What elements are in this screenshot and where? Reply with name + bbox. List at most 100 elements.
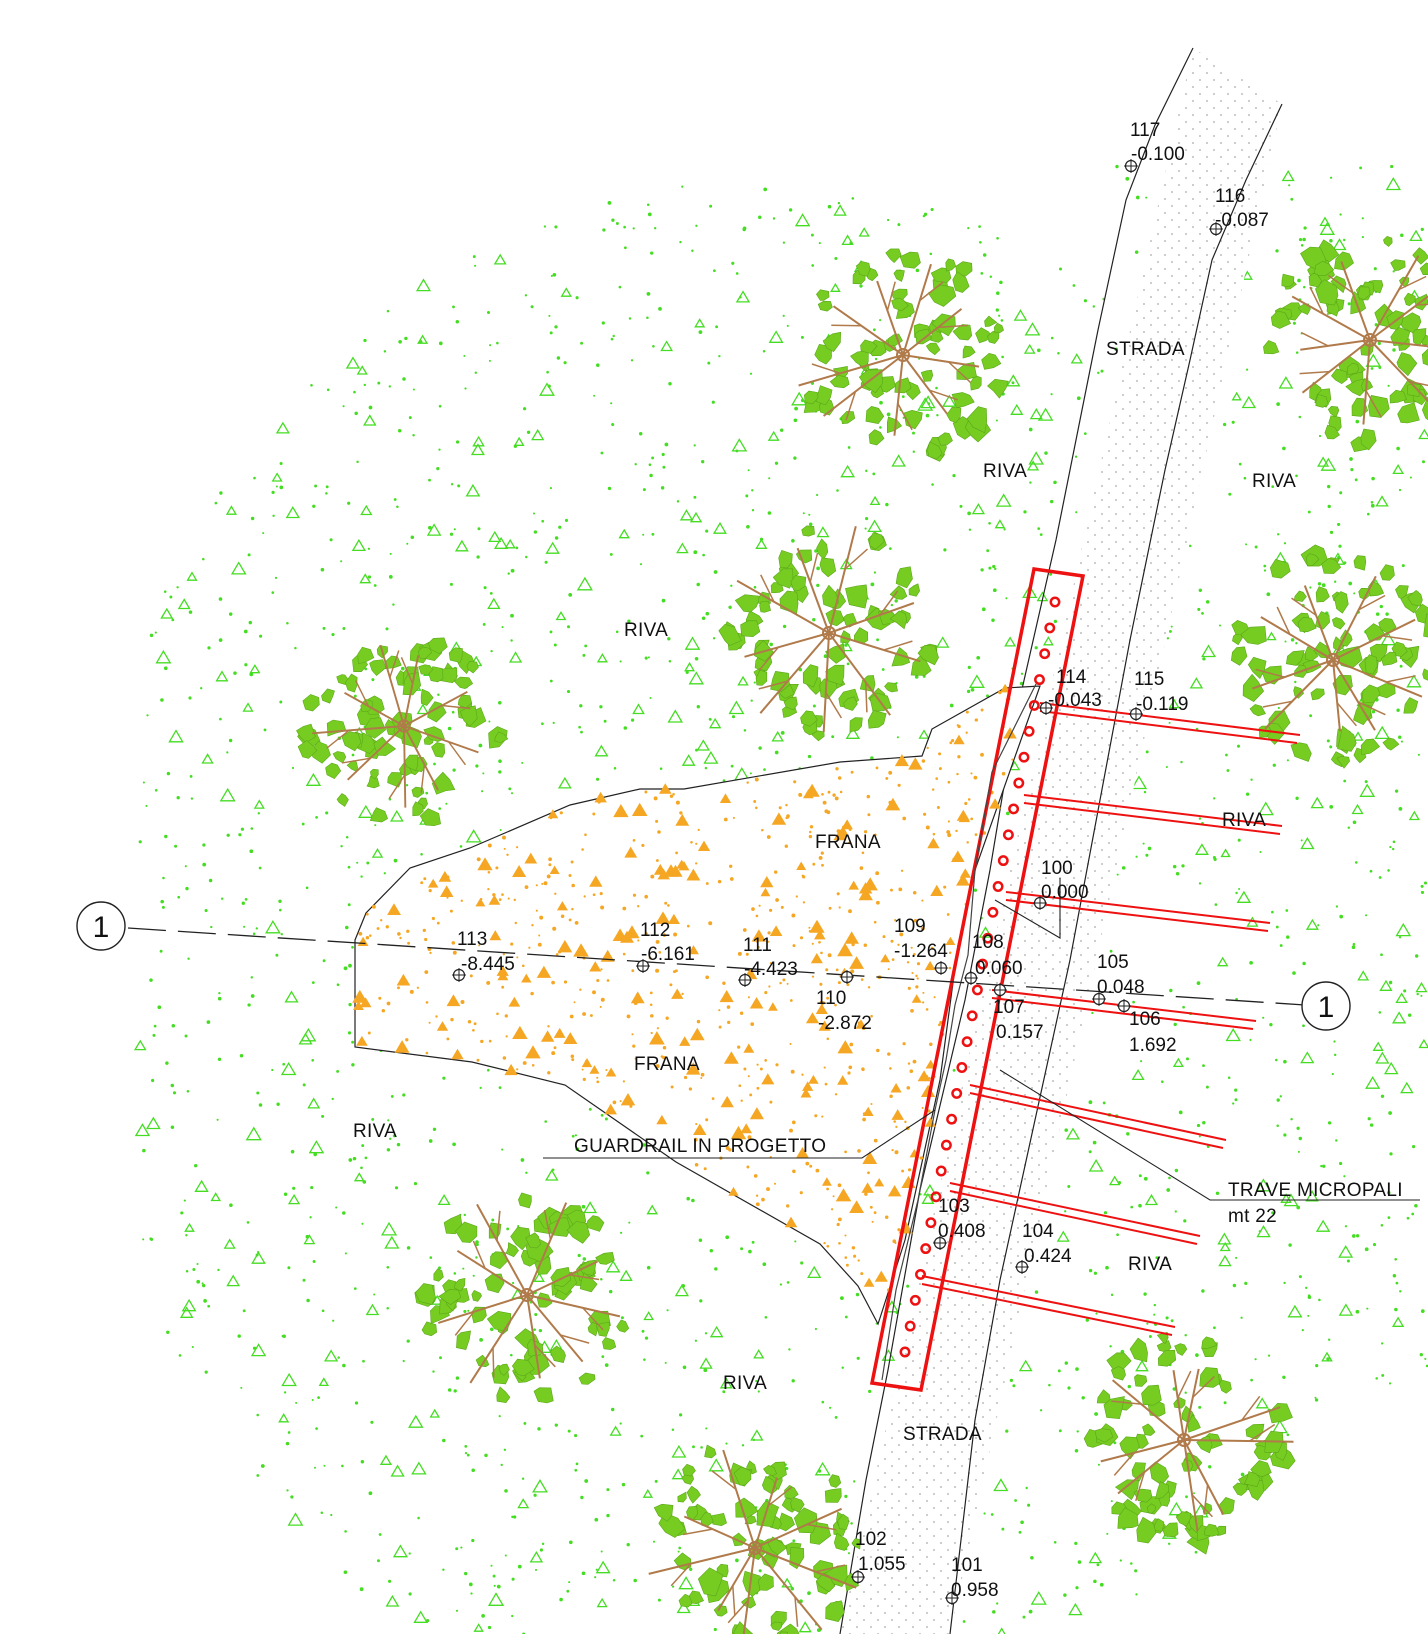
tree-leaf-blob — [1129, 1337, 1148, 1363]
vegetation-dot — [214, 501, 218, 505]
vegetation-dot — [1339, 491, 1343, 495]
landslide-dot — [952, 857, 956, 861]
landslide-mark — [760, 876, 774, 888]
vegetation-dot — [990, 1513, 994, 1516]
vegetation-mark — [923, 1183, 937, 1196]
survey-id-112: 112 — [640, 920, 670, 941]
vegetation-dot — [149, 633, 154, 638]
landslide-dot — [694, 1163, 699, 1167]
vegetation-dot — [989, 275, 993, 279]
vegetation-dot — [992, 588, 997, 593]
vegetation-dot — [311, 1398, 314, 1402]
vegetation-dot — [253, 476, 256, 480]
vegetation-mark — [365, 1303, 380, 1316]
vegetation-mark — [1287, 1304, 1303, 1318]
vegetation-dot — [226, 833, 230, 837]
vegetation-dot — [1234, 1098, 1238, 1102]
landslide-dot — [552, 926, 557, 931]
vegetation-dot — [1213, 857, 1217, 862]
tree-leaf-blob — [1353, 555, 1367, 571]
vegetation-mark — [253, 799, 265, 809]
vegetation-dot — [841, 1366, 844, 1369]
tree-trunk — [520, 1288, 534, 1302]
vegetation-dot — [1074, 1541, 1078, 1545]
section-marker-right-label: 1 — [1318, 991, 1335, 1024]
vegetation-dot — [709, 1249, 713, 1253]
vegetation-dot — [596, 777, 600, 781]
landslide-dot — [632, 1044, 636, 1048]
tree-leaf-blob — [962, 345, 976, 359]
vegetation-dot — [681, 185, 684, 188]
vegetation-dot — [668, 659, 672, 663]
landslide-dot — [650, 1031, 653, 1035]
vegetation-dot — [184, 1034, 188, 1038]
tree-trunk-center — [752, 1545, 758, 1551]
vegetation-dot — [286, 621, 289, 625]
vegetation-dot — [352, 1156, 357, 1161]
landslide-dot — [973, 775, 978, 780]
landslide-dot — [596, 1080, 600, 1084]
vegetation-dot — [1420, 884, 1424, 888]
vegetation-mark — [1241, 270, 1253, 280]
vegetation-dot — [429, 1256, 433, 1259]
landslide-dot — [547, 1071, 551, 1075]
vegetation-dot — [864, 527, 867, 530]
tree-branch — [1332, 618, 1416, 661]
landslide-dot — [574, 921, 579, 925]
vegetation-dot — [1050, 393, 1053, 396]
vegetation-dot — [490, 649, 493, 653]
landslide-dot — [844, 1234, 847, 1237]
vegetation-dot — [312, 1260, 316, 1263]
landslide-dot — [966, 841, 969, 844]
vegetation-dot — [1400, 233, 1404, 238]
vegetation-dot — [180, 1211, 184, 1215]
landslide-dot — [753, 1174, 758, 1178]
vegetation-dot — [517, 1564, 522, 1569]
tree-leaf-blob — [778, 550, 793, 569]
landslide-mark — [805, 1012, 820, 1024]
vegetation-dot — [1288, 1243, 1292, 1247]
landslide-dot — [957, 724, 961, 729]
landslide-dot — [931, 788, 935, 791]
vegetation-dot — [707, 361, 711, 365]
vegetation-dot — [1178, 1110, 1183, 1115]
landslide-dot — [949, 741, 953, 745]
tree-branch — [1332, 659, 1376, 731]
tree-leaf-blob — [817, 300, 833, 312]
vegetation-dot — [643, 1358, 646, 1361]
vegetation-dot — [524, 294, 528, 297]
vegetation-dot — [541, 519, 545, 523]
vegetation-dot — [364, 667, 368, 671]
vegetation-dot — [1184, 1391, 1187, 1394]
vegetation-dot — [1276, 1124, 1279, 1127]
landslide-dot — [882, 935, 886, 939]
vegetation-dot — [568, 1540, 573, 1545]
vegetation-dot — [1064, 1210, 1067, 1213]
tree-branch — [1172, 1370, 1185, 1441]
vegetation-dot — [671, 1428, 675, 1431]
vegetation-mark — [1056, 1230, 1070, 1242]
vegetation-mark — [703, 750, 719, 764]
vegetation-dot — [281, 1334, 285, 1338]
vegetation-dot — [988, 566, 992, 570]
vegetation-dot — [730, 764, 734, 768]
vegetation-dot — [780, 731, 785, 735]
vegetation-dot — [1166, 637, 1170, 640]
vegetation-dot — [788, 1348, 791, 1351]
vegetation-dot — [600, 1113, 604, 1117]
vegetation-dot — [742, 227, 746, 232]
vegetation-dot — [533, 530, 538, 534]
survey-elev-114: -0.043 — [1048, 690, 1102, 711]
vegetation-dot — [912, 431, 915, 435]
vegetation-dot — [283, 1192, 288, 1196]
micropiles — [899, 596, 1061, 1358]
tree-leaf-blob — [1290, 742, 1312, 762]
vegetation-dot — [449, 582, 453, 586]
vegetation-dot — [468, 1582, 473, 1587]
vegetation-dot — [646, 203, 650, 206]
tree-leaf-blob — [369, 807, 389, 823]
vegetation-dot — [753, 585, 757, 589]
tree-leaf-blob — [1157, 1349, 1177, 1367]
vegetation-dot — [202, 1283, 206, 1288]
